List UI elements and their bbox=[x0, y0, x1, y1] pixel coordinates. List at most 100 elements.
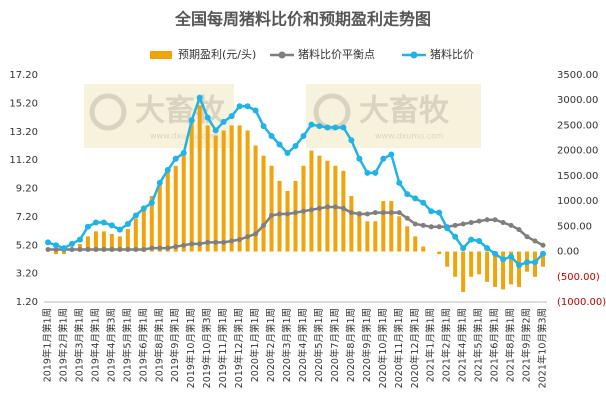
point bbox=[500, 256, 507, 263]
bar bbox=[117, 236, 122, 252]
point bbox=[436, 224, 442, 230]
point bbox=[516, 262, 523, 269]
bar bbox=[261, 155, 266, 252]
bar bbox=[85, 236, 90, 252]
point bbox=[149, 245, 155, 251]
y2-tick-label: (1000.00) bbox=[557, 297, 606, 308]
point bbox=[188, 117, 195, 124]
bar bbox=[229, 125, 234, 252]
y-tick-label: 11.20 bbox=[9, 155, 38, 166]
x-tick-label: 2019年2月第1周 bbox=[57, 308, 69, 382]
y2-tick-label: 2500.00 bbox=[557, 120, 598, 131]
point bbox=[348, 210, 354, 216]
bar bbox=[445, 251, 450, 267]
y2-tick-label: (500.00) bbox=[557, 272, 600, 283]
x-tick-label: 2021年9月第2周 bbox=[521, 308, 533, 382]
point bbox=[396, 210, 402, 216]
bar bbox=[357, 211, 362, 252]
point bbox=[148, 199, 155, 206]
point bbox=[412, 221, 418, 227]
bar bbox=[133, 218, 138, 252]
point bbox=[228, 113, 235, 120]
x-tick-label: 2021年1月第1周 bbox=[425, 308, 437, 382]
x-tick-label: 2019年6月第1周 bbox=[137, 308, 149, 382]
point bbox=[476, 218, 482, 224]
bar bbox=[501, 251, 506, 290]
point bbox=[284, 150, 291, 157]
point bbox=[181, 242, 187, 248]
chart-title: 全国每周猪料比价和预期盈利走势图 bbox=[174, 10, 431, 29]
x-tick-label: 2019年5月第1周 bbox=[121, 308, 133, 382]
bar bbox=[197, 105, 202, 252]
point bbox=[212, 127, 219, 134]
bar bbox=[165, 170, 170, 252]
point bbox=[293, 210, 298, 216]
point bbox=[372, 169, 379, 176]
point bbox=[108, 222, 115, 229]
bar bbox=[53, 251, 58, 255]
point bbox=[476, 237, 483, 244]
point bbox=[52, 242, 59, 249]
bar bbox=[381, 201, 386, 252]
x-tick-label: 2020年4月第1周 bbox=[297, 308, 309, 382]
point bbox=[164, 167, 171, 174]
x-tick-label: 2019年8月第1周 bbox=[153, 308, 165, 382]
x-tick-label: 2020年2月第1周 bbox=[265, 308, 277, 382]
point bbox=[85, 247, 91, 253]
x-tick-label: 2021年6月第1周 bbox=[489, 308, 501, 382]
point bbox=[444, 225, 451, 232]
legend-swatch bbox=[410, 51, 418, 59]
point bbox=[189, 241, 195, 247]
point bbox=[276, 141, 283, 148]
y2-tick-label: 0.00 bbox=[557, 247, 579, 258]
point bbox=[340, 205, 346, 211]
bar bbox=[157, 180, 162, 252]
point bbox=[356, 155, 363, 162]
bar bbox=[181, 155, 186, 252]
point bbox=[388, 151, 395, 158]
bar bbox=[389, 201, 394, 252]
point bbox=[532, 259, 539, 266]
legend-label: 预期盈利(元/头) bbox=[178, 48, 256, 61]
bar bbox=[317, 155, 322, 252]
point bbox=[252, 107, 259, 114]
x-tick-label: 2020年5月第1周 bbox=[313, 308, 325, 382]
point bbox=[364, 169, 371, 176]
point bbox=[77, 247, 83, 253]
y-tick-label: 3.20 bbox=[16, 269, 38, 280]
bar bbox=[109, 233, 114, 252]
y-tick-label: 15.20 bbox=[9, 98, 38, 109]
point bbox=[60, 245, 67, 252]
x-tick-label: 2021年5月第1周 bbox=[473, 308, 485, 382]
point bbox=[220, 118, 227, 125]
point bbox=[205, 239, 211, 245]
point bbox=[420, 222, 426, 228]
bar bbox=[189, 120, 194, 252]
point bbox=[53, 247, 59, 253]
point bbox=[268, 133, 275, 140]
bar bbox=[93, 231, 98, 252]
point bbox=[269, 212, 275, 218]
x-tick-label: 2020年8月第1周 bbox=[345, 308, 357, 382]
point bbox=[84, 223, 91, 230]
point bbox=[492, 217, 498, 223]
bar bbox=[349, 196, 354, 252]
point bbox=[468, 236, 475, 243]
point bbox=[76, 236, 83, 243]
point bbox=[277, 211, 283, 217]
point bbox=[197, 241, 203, 247]
point bbox=[428, 224, 434, 230]
point bbox=[133, 247, 139, 253]
bar bbox=[485, 251, 490, 282]
point bbox=[213, 239, 219, 245]
bar bbox=[213, 135, 218, 252]
point bbox=[196, 94, 203, 101]
point bbox=[173, 244, 179, 250]
point bbox=[165, 245, 171, 251]
x-tick-label: 2020年11月第1周 bbox=[393, 308, 405, 388]
point bbox=[420, 199, 427, 206]
y-tick-label: 17.20 bbox=[9, 70, 38, 81]
point bbox=[484, 245, 491, 252]
point bbox=[452, 222, 458, 228]
